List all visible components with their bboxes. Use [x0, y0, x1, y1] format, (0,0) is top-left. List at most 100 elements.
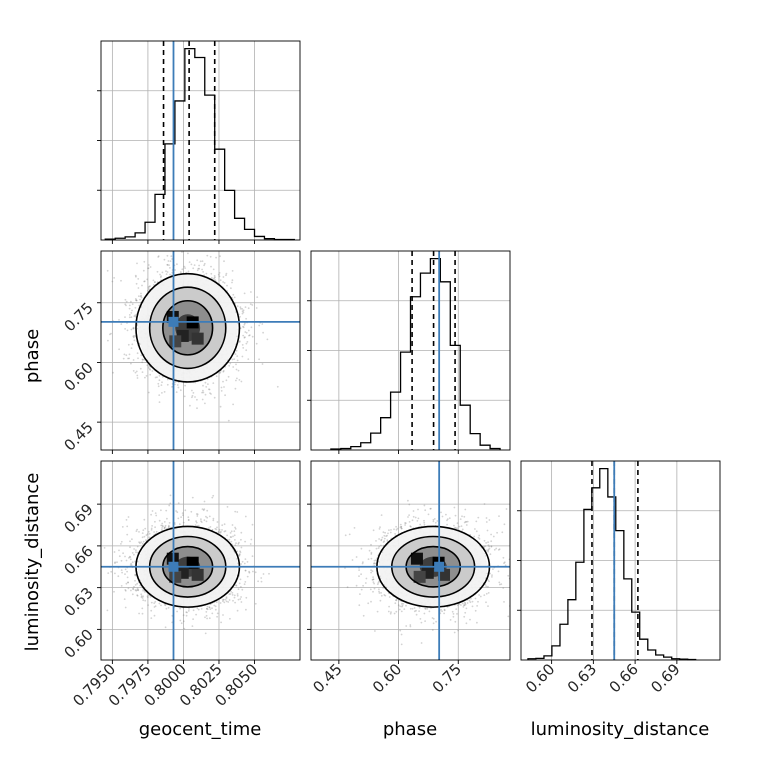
sample-point: [135, 530, 138, 532]
sample-point: [224, 394, 227, 397]
sample-point: [174, 269, 177, 271]
sample-point: [142, 269, 145, 272]
sample-point: [213, 275, 216, 277]
sample-point: [126, 533, 129, 536]
sample-point: [124, 328, 126, 330]
sample-point: [266, 338, 269, 341]
sample-point: [209, 608, 212, 610]
sample-point: [194, 396, 196, 398]
sample-point: [128, 314, 131, 316]
sample-point: [134, 298, 137, 300]
sample-point: [241, 588, 244, 591]
sample-point: [148, 536, 151, 539]
sample-point: [165, 273, 168, 275]
sample-point: [208, 606, 211, 609]
sample-point: [144, 376, 146, 379]
sample-point: [237, 369, 240, 372]
sample-point: [135, 551, 137, 554]
sample-point: [228, 364, 231, 367]
sample-point: [244, 336, 246, 339]
sample-point: [215, 375, 218, 378]
sample-point: [134, 314, 137, 317]
sample-point: [160, 384, 163, 386]
sample-point: [225, 272, 228, 275]
sample-point: [206, 607, 208, 610]
sample-point: [147, 391, 150, 394]
sample-point: [148, 285, 151, 288]
sample-point: [132, 327, 135, 330]
sample-point: [161, 381, 163, 384]
sample-point: [156, 270, 159, 273]
sample-point: [136, 323, 139, 325]
sample-point: [207, 527, 210, 530]
sample-point: [210, 272, 213, 275]
sample-point: [146, 278, 149, 281]
sample-point: [124, 316, 126, 318]
sample-point: [150, 529, 153, 531]
truth-marker: [168, 316, 179, 327]
sample-point: [157, 382, 160, 385]
sample-point: [130, 562, 133, 565]
sample-point: [130, 589, 132, 592]
sample-point: [205, 272, 208, 275]
sample-point: [208, 515, 211, 518]
sample-point: [251, 555, 254, 558]
sample-point: [187, 270, 190, 273]
sample-point: [131, 343, 134, 346]
sample-point: [205, 515, 207, 518]
sample-point: [204, 632, 207, 635]
sample-point: [196, 515, 199, 517]
sample-point: [125, 304, 127, 307]
sample-point: [243, 292, 246, 295]
sample-point: [210, 393, 212, 395]
sample-point: [219, 279, 222, 282]
sample-point: [242, 311, 245, 314]
sample-point: [154, 526, 157, 529]
sample-point: [201, 398, 204, 401]
sample-point: [183, 627, 186, 630]
sample-point: [220, 386, 223, 389]
sample-point: [147, 366, 150, 369]
sample-point: [221, 524, 224, 527]
sample-point: [160, 604, 162, 607]
sample-point: [139, 295, 142, 298]
sample-point: [243, 583, 246, 586]
sample-point: [237, 598, 240, 601]
sample-point: [220, 621, 223, 624]
sample-point: [184, 267, 187, 269]
sample-point: [196, 398, 198, 401]
sample-point: [132, 336, 135, 339]
sample-point: [227, 419, 230, 422]
sample-point: [243, 336, 246, 339]
sample-point: [241, 312, 244, 315]
sample-point: [258, 358, 260, 361]
sample-point: [166, 383, 169, 386]
sample-point: [138, 531, 140, 533]
sample-point: [222, 600, 224, 602]
sample-point: [125, 559, 128, 562]
sample-point: [206, 605, 209, 608]
sample-point: [243, 323, 246, 326]
sample-point: [107, 339, 109, 342]
sample-point: [158, 379, 161, 382]
sample-point: [134, 306, 137, 309]
sample-point: [246, 341, 249, 343]
sample-point: [246, 575, 249, 578]
sample-point: [182, 514, 184, 516]
sample-point: [158, 602, 161, 605]
sample-point: [219, 531, 222, 534]
sample-point: [206, 509, 209, 512]
sample-point: [118, 348, 120, 351]
sample-point: [140, 296, 143, 299]
sample-point: [137, 357, 139, 360]
sample-point: [126, 329, 129, 332]
sample-point: [245, 317, 248, 320]
sample-point: [142, 529, 145, 532]
sample-point: [97, 536, 99, 538]
sample-point: [128, 304, 131, 307]
sample-point: [220, 390, 223, 392]
sample-point: [241, 344, 244, 346]
sample-point: [238, 541, 240, 544]
luminosity_distance-xtick-label: 0.63: [564, 660, 600, 696]
sample-point: [215, 256, 218, 259]
